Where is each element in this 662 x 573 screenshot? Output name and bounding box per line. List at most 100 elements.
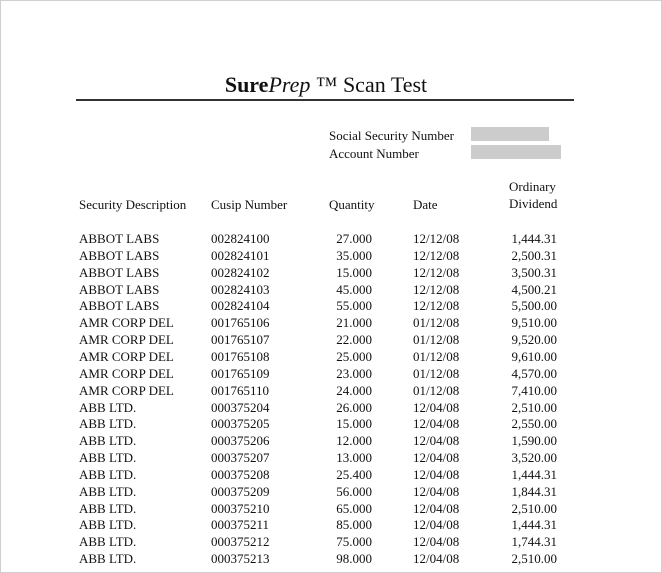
ordinary-dividend-cell: 2,510.00: [511, 399, 558, 415]
quantity-cell: 45.000: [336, 281, 372, 297]
quantity-cell: 25.400: [336, 466, 372, 482]
title-rule: [76, 99, 574, 101]
quantity-cell: 55.000: [336, 298, 372, 314]
security-description-cell: ABBOT LABS: [79, 247, 160, 263]
date-cell: 12/04/08: [413, 551, 460, 567]
ordinary-dividend-cell: 3,520.00: [511, 450, 558, 466]
account-redaction: [471, 145, 561, 159]
table-row: ABB LTD. 000375207 13.000 12/04/08 3,520.00: [0, 450, 662, 467]
quantity-cell: 27.000: [336, 231, 372, 246]
ordinary-dividend-cell: 1,444.31: [511, 231, 558, 246]
quantity-cell: 15.000: [336, 264, 372, 280]
title-brand-italic: Prep: [268, 72, 311, 97]
quantity-cell: 35.000: [336, 247, 372, 263]
title-brand-bold: Sure: [224, 72, 269, 97]
table-row: AMR CORP DEL 001765107 22.000 01/12/08 9,520…: [0, 332, 662, 349]
security-description-cell: AMR CORP DEL: [79, 332, 174, 348]
security-description-cell: AMR CORP DEL: [79, 365, 174, 381]
cusip-number-cell: 000375204: [211, 399, 270, 415]
table-row: AMR CORP DEL 001765110 24.000 01/12/08 7,410…: [0, 383, 662, 400]
table-row: ABB LTD. 000375204 26.000 12/04/08 2,510.00: [0, 400, 662, 417]
date-cell: 12/04/08: [413, 433, 460, 449]
date-cell: 12/12/08: [413, 281, 460, 297]
date-cell: 01/12/08: [413, 365, 460, 381]
date-cell: 12/04/08: [413, 517, 460, 533]
quantity-cell: 15.000: [336, 416, 372, 432]
quantity-cell: 75.000: [336, 534, 372, 550]
cusip-number-cell: 000375210: [211, 500, 270, 516]
table-row: ABB LTD. 000375213 98.000 12/04/08 2,510.00: [0, 551, 662, 568]
ordinary-dividend-cell: 1,590.00: [511, 433, 558, 449]
cusip-number-cell: 002824104: [211, 298, 270, 314]
table-row: ABBOT LABS 002824104 55.000 12/12/08 5,500.0…: [0, 298, 662, 315]
security-description-cell: ABBOT LABS: [79, 281, 160, 297]
cusip-number-cell: 000375207: [211, 450, 270, 466]
document-title: SurePrep ™ Scan Test: [0, 72, 652, 98]
security-description-cell: ABB LTD.: [79, 483, 137, 499]
date-cell: 12/12/08: [413, 231, 460, 246]
quantity-cell: 23.000: [336, 365, 372, 381]
date-cell: 01/12/08: [413, 348, 460, 364]
table-row: ABB LTD. 000375209 56.000 12/04/08 1,844.31: [0, 484, 662, 501]
ordinary-dividend-cell: 2,510.00: [511, 500, 558, 516]
ssn-redaction: [471, 127, 549, 141]
cusip-number-cell: 000375205: [211, 416, 270, 432]
quantity-cell: 85.000: [336, 517, 372, 533]
table-row: ABB LTD. 000375205 15.000 12/04/08 2,550.00: [0, 416, 662, 433]
security-description-cell: ABB LTD.: [79, 466, 137, 482]
ordinary-dividend-cell: 2,510.00: [511, 551, 558, 567]
cusip-number-cell: 002824103: [211, 281, 270, 297]
security-description-cell: ABBOT LABS: [79, 298, 160, 314]
security-description-cell: ABB LTD.: [79, 500, 137, 516]
ordinary-dividend-cell: 4,500.21: [511, 281, 558, 297]
table-row: ABB LTD. 000375206 12.000 12/04/08 1,590.00: [0, 433, 662, 450]
date-cell: 12/12/08: [413, 264, 460, 280]
ordinary-dividend-cell: 4,570.00: [511, 365, 558, 381]
cusip-number-cell: 001765110: [211, 382, 270, 398]
ssn-label: Social Security Number: [329, 128, 454, 143]
header-date: Date: [413, 197, 438, 212]
table-row: ABB LTD. 000375211 85.000 12/04/08 1,444.31: [0, 517, 662, 534]
quantity-cell: 98.000: [336, 551, 372, 567]
ordinary-dividend-cell: 1,444.31: [511, 517, 558, 533]
ordinary-dividend-cell: 7,410.00: [511, 382, 558, 398]
quantity-cell: 21.000: [336, 315, 372, 331]
header-quantity: Quantity: [329, 197, 375, 212]
header-security-description: Security Description: [79, 197, 187, 212]
cusip-number-cell: 001765109: [211, 365, 270, 381]
title-rest: ™ Scan Test: [310, 72, 428, 97]
cusip-number-cell: 001765107: [211, 332, 270, 348]
ordinary-dividend-cell: 2,500.31: [511, 247, 558, 263]
table-row: ABBOT LABS 002824103 45.000 12/12/08 4,500.2…: [0, 282, 662, 299]
table-row: ABBOT LABS 002824102 15.000 12/12/08 3,500.3…: [0, 265, 662, 282]
date-cell: 12/04/08: [413, 399, 460, 415]
header-dividend: Dividend: [509, 196, 558, 211]
quantity-cell: 13.000: [336, 450, 372, 466]
cusip-number-cell: 000375211: [211, 517, 270, 533]
security-description-cell: ABBOT LABS: [79, 231, 160, 246]
security-description-cell: ABB LTD.: [79, 450, 137, 466]
header-cusip-number: Cusip Number: [211, 197, 288, 212]
security-description-cell: AMR CORP DEL: [79, 315, 174, 331]
security-description-cell: ABB LTD.: [79, 551, 137, 567]
cusip-number-cell: 000375209: [211, 483, 270, 499]
security-description-cell: ABBOT LABS: [79, 264, 160, 280]
cusip-number-cell: 002824102: [211, 264, 270, 280]
date-cell: 01/12/08: [413, 382, 460, 398]
table-row: ABB LTD. 000375212 75.000 12/04/08 1,744.31: [0, 534, 662, 551]
security-description-cell: ABB LTD.: [79, 416, 137, 432]
quantity-cell: 25.000: [336, 348, 372, 364]
ordinary-dividend-cell: 9,510.00: [511, 315, 558, 331]
date-cell: 12/12/08: [413, 298, 460, 314]
date-cell: 12/04/08: [413, 534, 460, 550]
quantity-cell: 24.000: [336, 382, 372, 398]
table-row: AMR CORP DEL 001765109 23.000 01/12/08 4,570…: [0, 366, 662, 383]
date-cell: 12/04/08: [413, 416, 460, 432]
table-row: AMR CORP DEL 001765106 21.000 01/12/08 9,510…: [0, 315, 662, 332]
quantity-cell: 12.000: [336, 433, 372, 449]
table-row: ABBOT LABS 002824100 27.000 12/12/08 1,444.3…: [0, 231, 662, 248]
cusip-number-cell: 000375208: [211, 466, 270, 482]
ordinary-dividend-cell: 9,520.00: [511, 332, 558, 348]
header-ordinary: Ordinary: [509, 179, 556, 194]
date-cell: 12/04/08: [413, 466, 460, 482]
